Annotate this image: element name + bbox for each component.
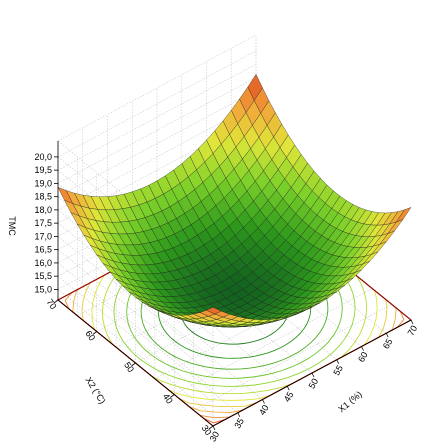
y-tick: [208, 425, 214, 430]
x-axis-line: [212, 319, 412, 427]
x-tick: [262, 399, 265, 404]
y-tick: [92, 331, 97, 335]
x-tick-label: 60: [356, 350, 370, 364]
grid-line: [57, 249, 214, 376]
x-tick: [385, 333, 389, 338]
y-tick-label: 50: [122, 360, 136, 374]
x-tick-label: 35: [232, 416, 246, 430]
z-tick-label: 16,5: [34, 245, 52, 255]
x-tick: [311, 372, 315, 378]
x-tick-label: 65: [381, 337, 395, 351]
x-tick: [361, 346, 364, 351]
box-edge: [57, 34, 257, 142]
z-tick-label: 16,0: [34, 258, 52, 268]
x-tick: [237, 412, 241, 417]
x-tick: [286, 386, 290, 391]
z-tick-label: 18,0: [34, 205, 52, 215]
y-tick-label: 30: [200, 423, 214, 437]
y-tick: [53, 299, 59, 304]
z-tick-label: 15,0: [34, 284, 52, 294]
y-axis-line: [57, 299, 214, 427]
grid-line: [193, 303, 392, 411]
z-tick-label: 19,0: [34, 178, 52, 188]
x-tick: [212, 425, 216, 431]
grid-line: [57, 289, 214, 416]
surface-layer: [57, 73, 412, 328]
z-tick-label: 17,0: [34, 231, 52, 241]
y-tick: [170, 394, 175, 398]
y-tick-label: 60: [83, 329, 97, 343]
z-axis-title: TMC: [7, 216, 17, 236]
x-tick-label: 50: [307, 377, 321, 391]
x-tick: [336, 359, 340, 364]
grid-line: [57, 50, 257, 158]
x-tick: [410, 319, 414, 325]
x-tick-label: 70: [406, 324, 420, 338]
z-tick-label: 15,5: [34, 271, 52, 281]
axis-layer: 15,0 15,5 16,0 16,5 17,0 17,5 18,0 18,5 19,0 19,5…: [34, 141, 419, 443]
z-tick-label: 17,5: [34, 218, 52, 228]
surface-cell: [205, 306, 222, 315]
y-axis-title: X2 (°C): [83, 375, 107, 405]
y-tick-label: 40: [161, 392, 175, 406]
x-tick-label: 45: [282, 390, 296, 404]
z-tick-label: 19,5: [34, 165, 52, 175]
x-tick-label: 30: [208, 430, 222, 444]
grid-line: [57, 77, 257, 184]
z-tick-label: 20,0: [34, 152, 52, 162]
x-tick-label: 40: [257, 403, 271, 417]
x-tick-label: 55: [331, 363, 345, 377]
x-axis-title: X1 (%): [336, 389, 364, 414]
z-tick-label: 18,5: [34, 192, 52, 202]
y-tick: [131, 362, 136, 367]
y-tick-label: 70: [45, 297, 59, 311]
